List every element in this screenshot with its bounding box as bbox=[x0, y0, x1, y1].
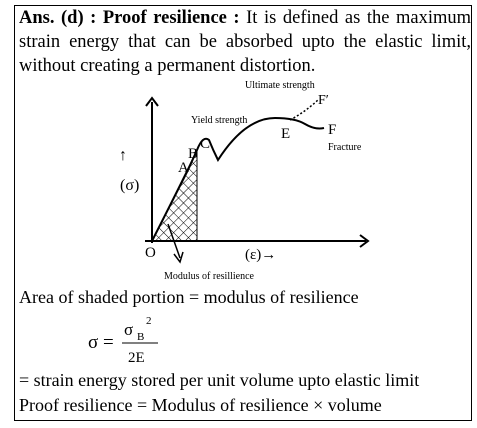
formula-lhs: σ = bbox=[88, 332, 114, 353]
formula-numerator: σ bbox=[124, 320, 133, 339]
label: (σ) bbox=[120, 177, 139, 194]
label: O bbox=[145, 245, 156, 261]
y-axis-arrow bbox=[145, 96, 159, 107]
formula-denominator: 2E bbox=[128, 350, 145, 366]
formula-exponent: 2 bbox=[146, 315, 152, 327]
answer-box bbox=[14, 5, 472, 421]
label: (ε)→ bbox=[245, 247, 276, 263]
label: ↑ bbox=[119, 147, 127, 164]
pointer-arrow bbox=[173, 251, 184, 264]
label: Modulus of resillience bbox=[164, 271, 255, 282]
text-line: Area of shaded portion = modulus of resi… bbox=[19, 287, 359, 307]
text-line: = strain energy stored per unit volume u… bbox=[19, 370, 420, 390]
pointer-line bbox=[167, 223, 181, 259]
formula-subscript: B bbox=[137, 331, 144, 343]
true-curve bbox=[289, 99, 319, 121]
label: E bbox=[281, 126, 290, 142]
label: Ultimate strength bbox=[245, 80, 315, 91]
label: A bbox=[178, 160, 189, 176]
answer-paragraph: Ans. (d) : Proof resilience : It is defi… bbox=[19, 6, 471, 78]
label: F bbox=[328, 122, 336, 138]
stress-strain-curve bbox=[151, 116, 325, 242]
text-line: Proof resilience = Modulus of resilience… bbox=[19, 395, 382, 415]
label: Fracture bbox=[328, 142, 362, 153]
label: C bbox=[200, 136, 210, 152]
answer-text: It is defined as the maximum strain ener… bbox=[19, 8, 471, 76]
x-axis-arrow bbox=[359, 234, 370, 248]
label: F′ bbox=[318, 93, 329, 108]
label: Yield strength bbox=[191, 115, 247, 126]
answer-heading: Ans. (d) : Proof resilience : bbox=[19, 8, 240, 28]
label: B bbox=[188, 146, 198, 162]
